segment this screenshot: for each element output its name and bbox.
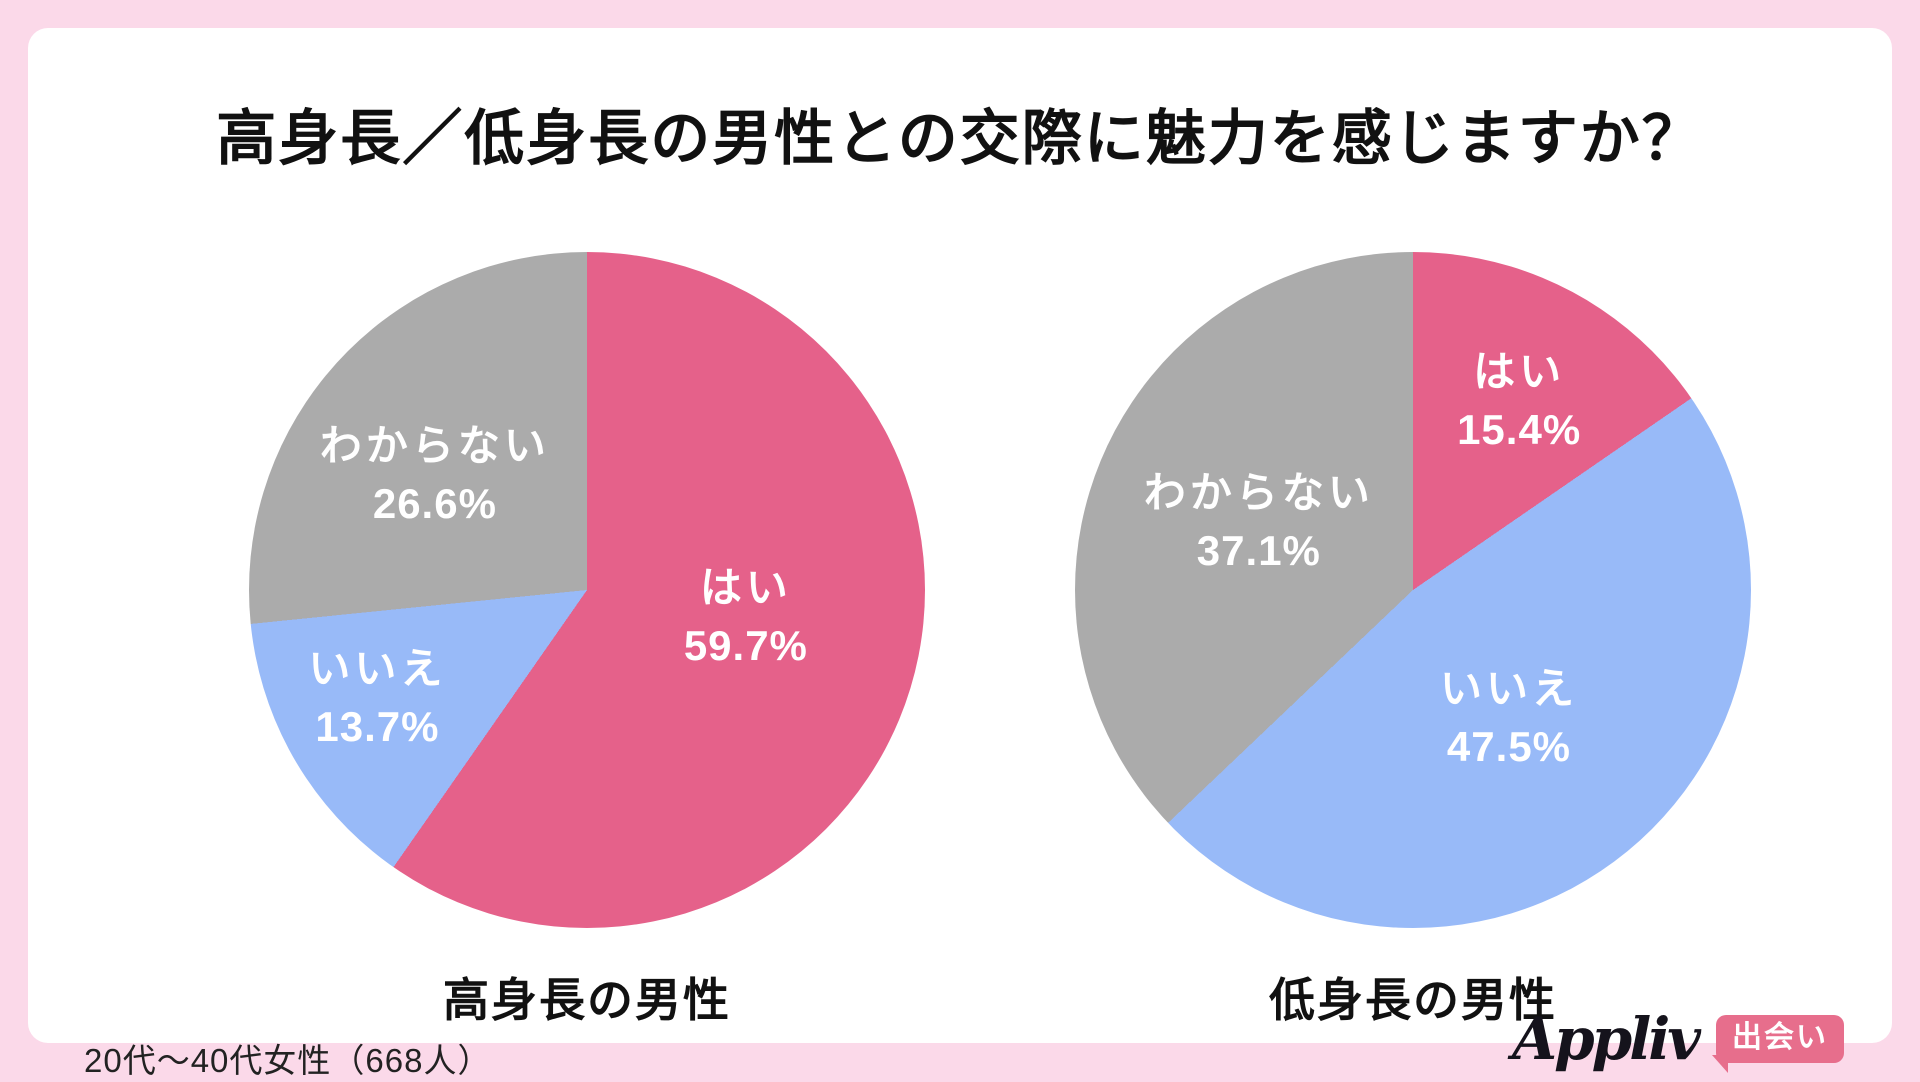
pie-chart-tall-men: はい 59.7% いいえ 13.7% わからない 26.6% bbox=[249, 252, 925, 928]
card: 高身長／低身長の男性との交際に魅力を感じますか？ はい 59.7% いいえ 13… bbox=[28, 28, 1892, 1079]
pie-caption-short-men: 低身長の男性 bbox=[1269, 974, 1557, 1026]
slice-name: はい bbox=[699, 564, 792, 612]
slice-label-yes: はい 15.4% bbox=[1457, 347, 1582, 453]
slice-name: わからない bbox=[319, 422, 550, 470]
pie-chart-short-men: はい 15.4% いいえ 47.5% わからない 37.1% bbox=[1075, 252, 1751, 928]
slice-percent: 47.5% bbox=[1446, 723, 1572, 771]
page-title: 高身長／低身長の男性との交際に魅力を感じますか？ bbox=[216, 105, 1704, 172]
pie-caption-tall-men: 高身長の男性 bbox=[443, 974, 731, 1026]
slice-name: わからない bbox=[1143, 469, 1374, 517]
slice-name: いいえ bbox=[1439, 665, 1578, 713]
slice-label-no: いいえ 13.7% bbox=[308, 648, 446, 748]
slice-label-yes: はい 59.7% bbox=[684, 567, 808, 667]
deai-badge: 出会い bbox=[1712, 1015, 1844, 1073]
slice-percent: 26.6% bbox=[372, 480, 497, 528]
slice-name: はい bbox=[1473, 347, 1566, 395]
slice-label-unknown: わからない 37.1% bbox=[1144, 472, 1374, 572]
slice-percent: 15.4% bbox=[1457, 405, 1582, 453]
deai-badge-label: 出会い bbox=[1732, 1021, 1828, 1054]
brand-logo: Appliv 出会い bbox=[1512, 1005, 1844, 1073]
appliv-logo: Appliv bbox=[1512, 1005, 1701, 1073]
slice-label-unknown: わからない 26.6% bbox=[320, 425, 550, 525]
slice-label-no: いいえ 47.5% bbox=[1440, 668, 1578, 768]
slice-percent: 59.7% bbox=[683, 622, 808, 670]
slice-percent: 37.1% bbox=[1196, 527, 1321, 575]
sample-footnote: 20代～40代女性（668人） bbox=[84, 1042, 492, 1079]
speech-bubble-tail-icon bbox=[1712, 1055, 1728, 1073]
slice-name: いいえ bbox=[308, 645, 447, 693]
slice-percent: 13.7% bbox=[315, 703, 440, 751]
